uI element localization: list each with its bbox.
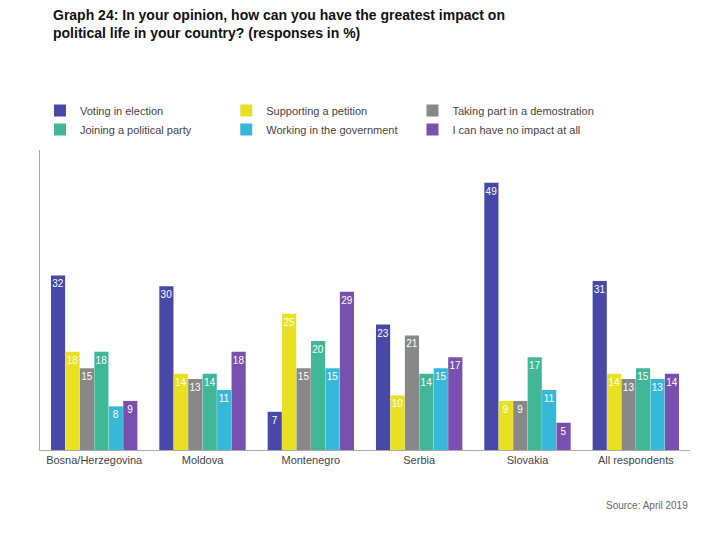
svg-text:14: 14	[666, 377, 678, 388]
svg-text:Taking part in a demostration: Taking part in a demostration	[453, 105, 594, 117]
svg-text:10: 10	[392, 398, 404, 409]
svg-text:Source: April 2019: Source: April 2019	[606, 500, 688, 511]
svg-text:Serbia: Serbia	[403, 454, 436, 466]
svg-text:Supporting a petition: Supporting a petition	[266, 105, 367, 117]
svg-text:29: 29	[341, 295, 353, 306]
svg-text:Working in the government: Working in the government	[266, 124, 397, 136]
svg-text:18: 18	[67, 355, 79, 366]
svg-text:18: 18	[96, 355, 108, 366]
svg-text:23: 23	[377, 328, 389, 339]
svg-text:15: 15	[327, 371, 339, 382]
svg-text:13: 13	[623, 382, 635, 393]
svg-text:17: 17	[449, 360, 461, 371]
svg-text:14: 14	[421, 377, 433, 388]
svg-text:Joining a political party: Joining a political party	[80, 124, 192, 136]
svg-text:14: 14	[204, 377, 216, 388]
svg-text:30: 30	[161, 289, 173, 300]
svg-text:5: 5	[561, 426, 567, 437]
svg-text:Moldova: Moldova	[182, 454, 224, 466]
svg-text:20: 20	[312, 344, 324, 355]
svg-text:9: 9	[127, 404, 133, 415]
svg-text:13: 13	[189, 382, 201, 393]
svg-text:21: 21	[406, 338, 418, 349]
svg-text:15: 15	[81, 371, 93, 382]
svg-text:15: 15	[637, 371, 649, 382]
svg-text:Voting in election: Voting in election	[80, 105, 163, 117]
svg-text:9: 9	[503, 404, 509, 415]
svg-text:Graph 24: In your opinion, how: Graph 24: In your opinion, how can you h…	[53, 7, 505, 41]
svg-text:25: 25	[283, 317, 295, 328]
svg-text:All respondents: All respondents	[598, 454, 674, 466]
svg-text:11: 11	[219, 393, 230, 404]
svg-text:Bosna/Herzegovina: Bosna/Herzegovina	[46, 454, 143, 466]
svg-text:Montenegro: Montenegro	[281, 454, 340, 466]
svg-text:49: 49	[486, 186, 498, 197]
svg-text:8: 8	[113, 409, 119, 420]
svg-text:11: 11	[544, 393, 555, 404]
svg-text:15: 15	[298, 371, 310, 382]
svg-text:14: 14	[608, 377, 620, 388]
svg-text:I can have no impact at all: I can have no impact at all	[453, 124, 581, 136]
svg-text:14: 14	[175, 377, 187, 388]
svg-text:9: 9	[517, 404, 523, 415]
svg-text:31: 31	[594, 284, 606, 295]
svg-text:Slovakia: Slovakia	[507, 454, 549, 466]
svg-text:13: 13	[652, 382, 664, 393]
svg-text:7: 7	[272, 415, 278, 426]
svg-text:15: 15	[435, 371, 447, 382]
svg-text:32: 32	[52, 278, 64, 289]
svg-text:18: 18	[233, 355, 245, 366]
svg-text:17: 17	[529, 360, 541, 371]
